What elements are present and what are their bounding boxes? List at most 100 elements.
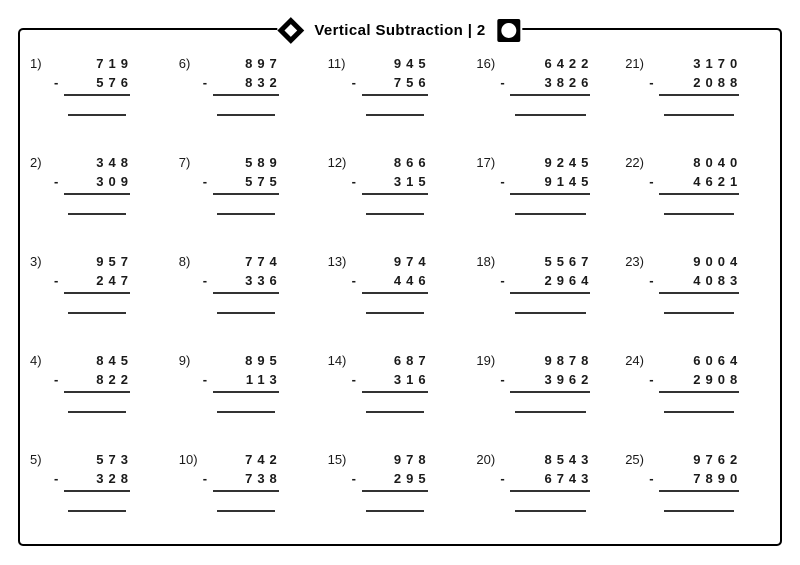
minus-sign: - bbox=[500, 75, 505, 90]
subtrahend: 4083 bbox=[693, 273, 743, 288]
minuend: 8040 bbox=[693, 155, 743, 170]
answer-line bbox=[515, 411, 586, 413]
minuend: 9004 bbox=[693, 254, 743, 269]
subtrahend: 832 bbox=[245, 75, 282, 90]
answer-line bbox=[515, 312, 586, 314]
problem-number: 1) bbox=[30, 56, 42, 71]
minus-sign: - bbox=[351, 75, 356, 90]
subtraction-row: - 832 bbox=[203, 71, 282, 96]
problem-body: 6422 - 3826 bbox=[500, 54, 594, 116]
minuend: 6064 bbox=[693, 353, 743, 368]
minus-sign: - bbox=[351, 174, 356, 189]
minus-sign: - bbox=[500, 273, 505, 288]
circle-in-square-icon bbox=[497, 18, 521, 42]
minuend: 957 bbox=[96, 254, 133, 269]
problems-grid: 1) 719 - 576 2) 348 - 309 3) 957 - 247 bbox=[30, 54, 774, 544]
problem-body: 8543 - 6743 bbox=[500, 450, 594, 512]
minus-sign: - bbox=[54, 174, 59, 189]
subtraction-row: - 446 bbox=[352, 269, 431, 294]
problem-body: 9004 - 4083 bbox=[649, 252, 743, 314]
problem-number: 20) bbox=[476, 452, 496, 467]
problem: 5) 573 - 328 bbox=[30, 450, 179, 549]
subtrahend: 2088 bbox=[693, 75, 743, 90]
problem-body: 742 - 738 bbox=[203, 450, 279, 512]
answer-line bbox=[216, 312, 275, 314]
problem-number: 21) bbox=[625, 56, 644, 71]
minus-sign: - bbox=[351, 372, 356, 387]
subtrahend: 446 bbox=[393, 273, 431, 288]
problem-body: 957 - 247 bbox=[54, 252, 133, 314]
minus-sign: - bbox=[351, 471, 356, 486]
problem-body: 845 - 822 bbox=[54, 351, 130, 413]
problem-body: 895 - 113 bbox=[203, 351, 279, 413]
problem: 24) 6064 - 2908 bbox=[625, 351, 774, 450]
subtraction-row: - 113 bbox=[203, 368, 279, 393]
subtraction-row: - 2908 bbox=[649, 368, 740, 393]
problem-body: 719 - 576 bbox=[54, 54, 130, 116]
diamond-icon-inner bbox=[284, 23, 298, 37]
answer-line bbox=[663, 213, 735, 215]
subtrahend: 336 bbox=[245, 273, 282, 288]
problem-number: 7) bbox=[178, 155, 191, 170]
problem-body: 573 - 328 bbox=[54, 450, 130, 512]
answer-line bbox=[515, 114, 586, 116]
minuend: 897 bbox=[245, 56, 282, 71]
page-title: Vertical Subtraction | 2 bbox=[314, 21, 486, 39]
subtrahend: 7890 bbox=[693, 471, 743, 486]
minuend: 589 bbox=[245, 155, 282, 170]
problem: 22) 8040 - 4621 bbox=[625, 153, 774, 252]
answer-line bbox=[365, 114, 424, 116]
problem-body: 866 - 315 bbox=[352, 153, 431, 215]
problem-number: 8) bbox=[178, 254, 191, 269]
subtraction-row: - 295 bbox=[352, 467, 431, 492]
minuend: 774 bbox=[245, 254, 282, 269]
problem-number: 5) bbox=[30, 452, 42, 467]
problem-body: 897 - 832 bbox=[203, 54, 282, 116]
worksheet-border: Vertical Subtraction | 2 1) 719 - 576 2)… bbox=[18, 15, 782, 546]
subtrahend: 3826 bbox=[544, 75, 594, 90]
problem-number: 2) bbox=[30, 155, 42, 170]
minus-sign: - bbox=[202, 174, 208, 189]
subtrahend: 756 bbox=[393, 75, 431, 90]
problem: 1) 719 - 576 bbox=[30, 54, 179, 153]
subtraction-row: - 738 bbox=[203, 467, 279, 492]
subtraction-row: - 4621 bbox=[649, 170, 743, 195]
problem-body: 687 - 316 bbox=[352, 351, 428, 413]
minus-sign: - bbox=[500, 372, 505, 387]
subtrahend: 295 bbox=[393, 471, 431, 486]
subtraction-row: - 315 bbox=[352, 170, 428, 195]
subtraction-row: - 328 bbox=[54, 467, 130, 492]
problem-number: 4) bbox=[30, 353, 42, 368]
problem: 16) 6422 - 3826 bbox=[476, 54, 625, 153]
subtraction-row: - 316 bbox=[352, 368, 428, 393]
minus-sign: - bbox=[54, 471, 59, 486]
problem: 17) 9245 - 9145 bbox=[476, 153, 625, 252]
subtraction-row: - 822 bbox=[54, 368, 130, 393]
minuend: 9245 bbox=[544, 155, 594, 170]
minuend: 8543 bbox=[544, 452, 594, 467]
problem-number: 13) bbox=[327, 254, 347, 269]
minus-sign: - bbox=[649, 372, 654, 387]
problem-number: 15) bbox=[327, 452, 347, 467]
problem-number: 22) bbox=[625, 155, 644, 170]
problem-body: 9245 - 9145 bbox=[500, 153, 594, 215]
minus-sign: - bbox=[649, 174, 654, 189]
minus-sign: - bbox=[202, 372, 208, 387]
problem: 7) 589 - 575 bbox=[179, 153, 328, 252]
minuend: 945 bbox=[393, 56, 431, 71]
minus-sign: - bbox=[500, 174, 505, 189]
subtrahend: 4621 bbox=[693, 174, 743, 189]
minuend: 9762 bbox=[693, 452, 743, 467]
problem: 23) 9004 - 4083 bbox=[625, 252, 774, 351]
minuend: 866 bbox=[393, 155, 431, 170]
problem-body: 8040 - 4621 bbox=[649, 153, 743, 215]
problem: 6) 897 - 832 bbox=[179, 54, 328, 153]
problem: 10) 742 - 738 bbox=[179, 450, 328, 549]
answer-line bbox=[67, 510, 127, 512]
minus-sign: - bbox=[202, 471, 208, 486]
diamond-icon bbox=[277, 16, 305, 44]
problem-number: 10) bbox=[178, 452, 198, 467]
answer-line bbox=[216, 213, 275, 215]
problem: 21) 3170 - 2088 bbox=[625, 54, 774, 153]
answer-line bbox=[365, 411, 424, 413]
